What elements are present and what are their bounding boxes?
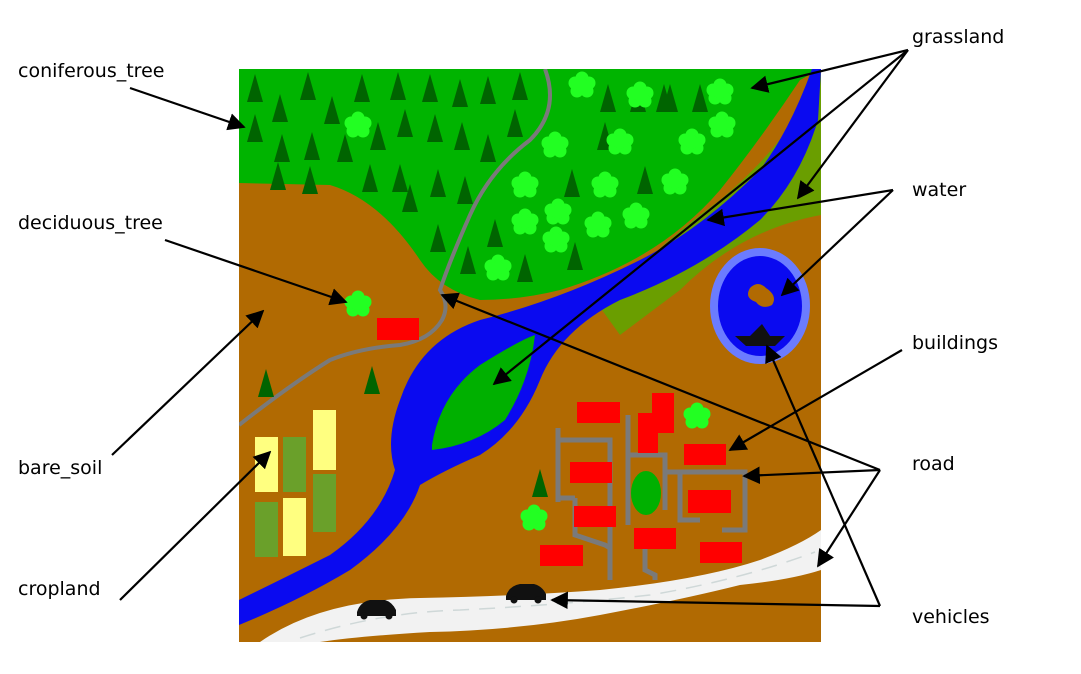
label-water: water [912, 179, 966, 201]
label-buildings: buildings [912, 332, 998, 354]
building [377, 318, 419, 340]
label-deciduous-tree: deciduous_tree [18, 212, 163, 234]
building [574, 506, 616, 527]
label-cropland: cropland [18, 578, 101, 600]
building [577, 402, 620, 423]
crop-field [283, 498, 306, 556]
label-road: road [912, 453, 955, 475]
label-vehicles: vehicles [912, 606, 990, 628]
crop-field [313, 474, 336, 532]
arrow-coniferous [130, 88, 244, 127]
building [540, 545, 583, 566]
village-pond-green [631, 471, 661, 515]
building [688, 490, 731, 513]
building [638, 413, 658, 453]
building [700, 542, 742, 563]
crop-field [313, 410, 336, 470]
label-grassland: grassland [912, 26, 1004, 48]
label-bare-soil: bare_soil [18, 457, 102, 479]
building [634, 528, 676, 549]
building [570, 462, 612, 483]
crop-field [255, 502, 278, 557]
building [684, 444, 726, 465]
label-coniferous-tree: coniferous_tree [18, 60, 164, 82]
crop-field [283, 437, 306, 492]
